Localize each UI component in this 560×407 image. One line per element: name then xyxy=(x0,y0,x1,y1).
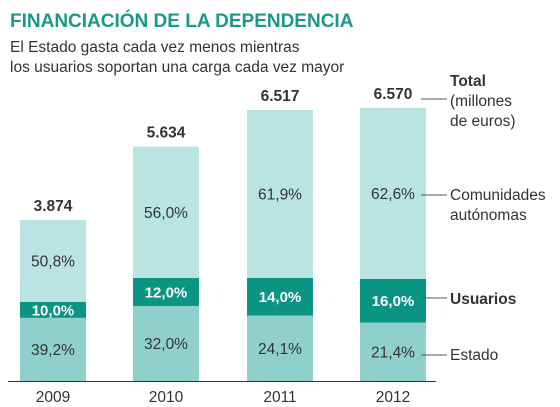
data-label-0-2010: 32,0% xyxy=(144,336,188,353)
total-label-2012: 6.570 xyxy=(374,86,413,103)
legend-comunidades-line-2: autónomas xyxy=(450,207,527,224)
bar-segment-estado-2010 xyxy=(133,306,199,381)
bar-segment-comunidades-autonomas-2011 xyxy=(247,110,313,278)
chart-subtitle-line-2: los usuarios soportan una carga cada vez… xyxy=(10,59,344,76)
legend-total-line-1: Total xyxy=(450,73,486,90)
bar-segment-usuarios-2009 xyxy=(20,301,86,318)
bar-segment-comunidades-autonomas-2010 xyxy=(133,146,199,278)
chart-subtitle-line-1: El Estado gasta cada vez menos mientras xyxy=(10,39,300,56)
legend-total-line-2: (millones xyxy=(450,93,512,110)
data-label-0-2009: 39,2% xyxy=(31,342,75,359)
data-label-1-2010: 12,0% xyxy=(145,284,188,301)
total-label-2010: 5.634 xyxy=(147,125,186,142)
legend-comunidades-line-1: Comunidades xyxy=(450,187,546,204)
data-label-2-2009: 50,8% xyxy=(31,253,75,270)
legend-total: Total (millones de euros) xyxy=(450,73,516,130)
data-label-1-2009: 10,0% xyxy=(32,302,75,319)
data-label-2-2010: 56,0% xyxy=(144,205,188,222)
data-label-1-2011: 14,0% xyxy=(259,289,302,306)
x-tick-label-2010: 2010 xyxy=(149,389,184,406)
data-label-1-2012: 16,0% xyxy=(372,293,415,310)
legend: Total (millones de euros) Comunidades au… xyxy=(450,73,550,364)
x-axis: 2009 2010 2011 2012 xyxy=(8,381,436,406)
x-tick-label-2009: 2009 xyxy=(36,389,70,406)
legend-estado: Estado xyxy=(450,347,498,364)
data-label-2-2011: 61,9% xyxy=(258,186,302,203)
bar-segment-estado-2012 xyxy=(360,322,426,381)
legend-total-line-3: de euros) xyxy=(450,113,515,130)
bar-segment-comunidades-autonomas-2012 xyxy=(360,107,426,279)
bar-segment-comunidades-autonomas-2009 xyxy=(20,219,86,302)
bar-segment-estado-2009 xyxy=(20,317,86,381)
data-label-0-2011: 24,1% xyxy=(258,341,302,358)
data-label-2-2012: 62,6% xyxy=(371,186,415,203)
bar-segment-usuarios-2011 xyxy=(247,277,313,316)
data-label-0-2012: 21,4% xyxy=(371,344,415,361)
total-label-2011: 6.517 xyxy=(261,88,300,105)
x-tick-label-2012: 2012 xyxy=(376,389,410,406)
bar-segment-usuarios-2012 xyxy=(360,278,426,323)
legend-leader-lines xyxy=(421,98,447,356)
x-tick-label-2011: 2011 xyxy=(263,389,296,406)
total-label-2009: 3.874 xyxy=(34,198,73,215)
bar-segment-estado-2011 xyxy=(247,315,313,381)
bar-segment-usuarios-2010 xyxy=(133,277,199,307)
chart-title: FINANCIACIÓN DE LA DEPENDENCIA xyxy=(10,10,354,32)
bar-layer: 39,2% 10,0% 50,8% 3.874 32,0% 12,0% 56,0% 5.634… xyxy=(20,86,426,381)
legend-usuarios: Usuarios xyxy=(450,291,516,308)
legend-comunidades: Comunidades autónomas xyxy=(450,187,550,224)
